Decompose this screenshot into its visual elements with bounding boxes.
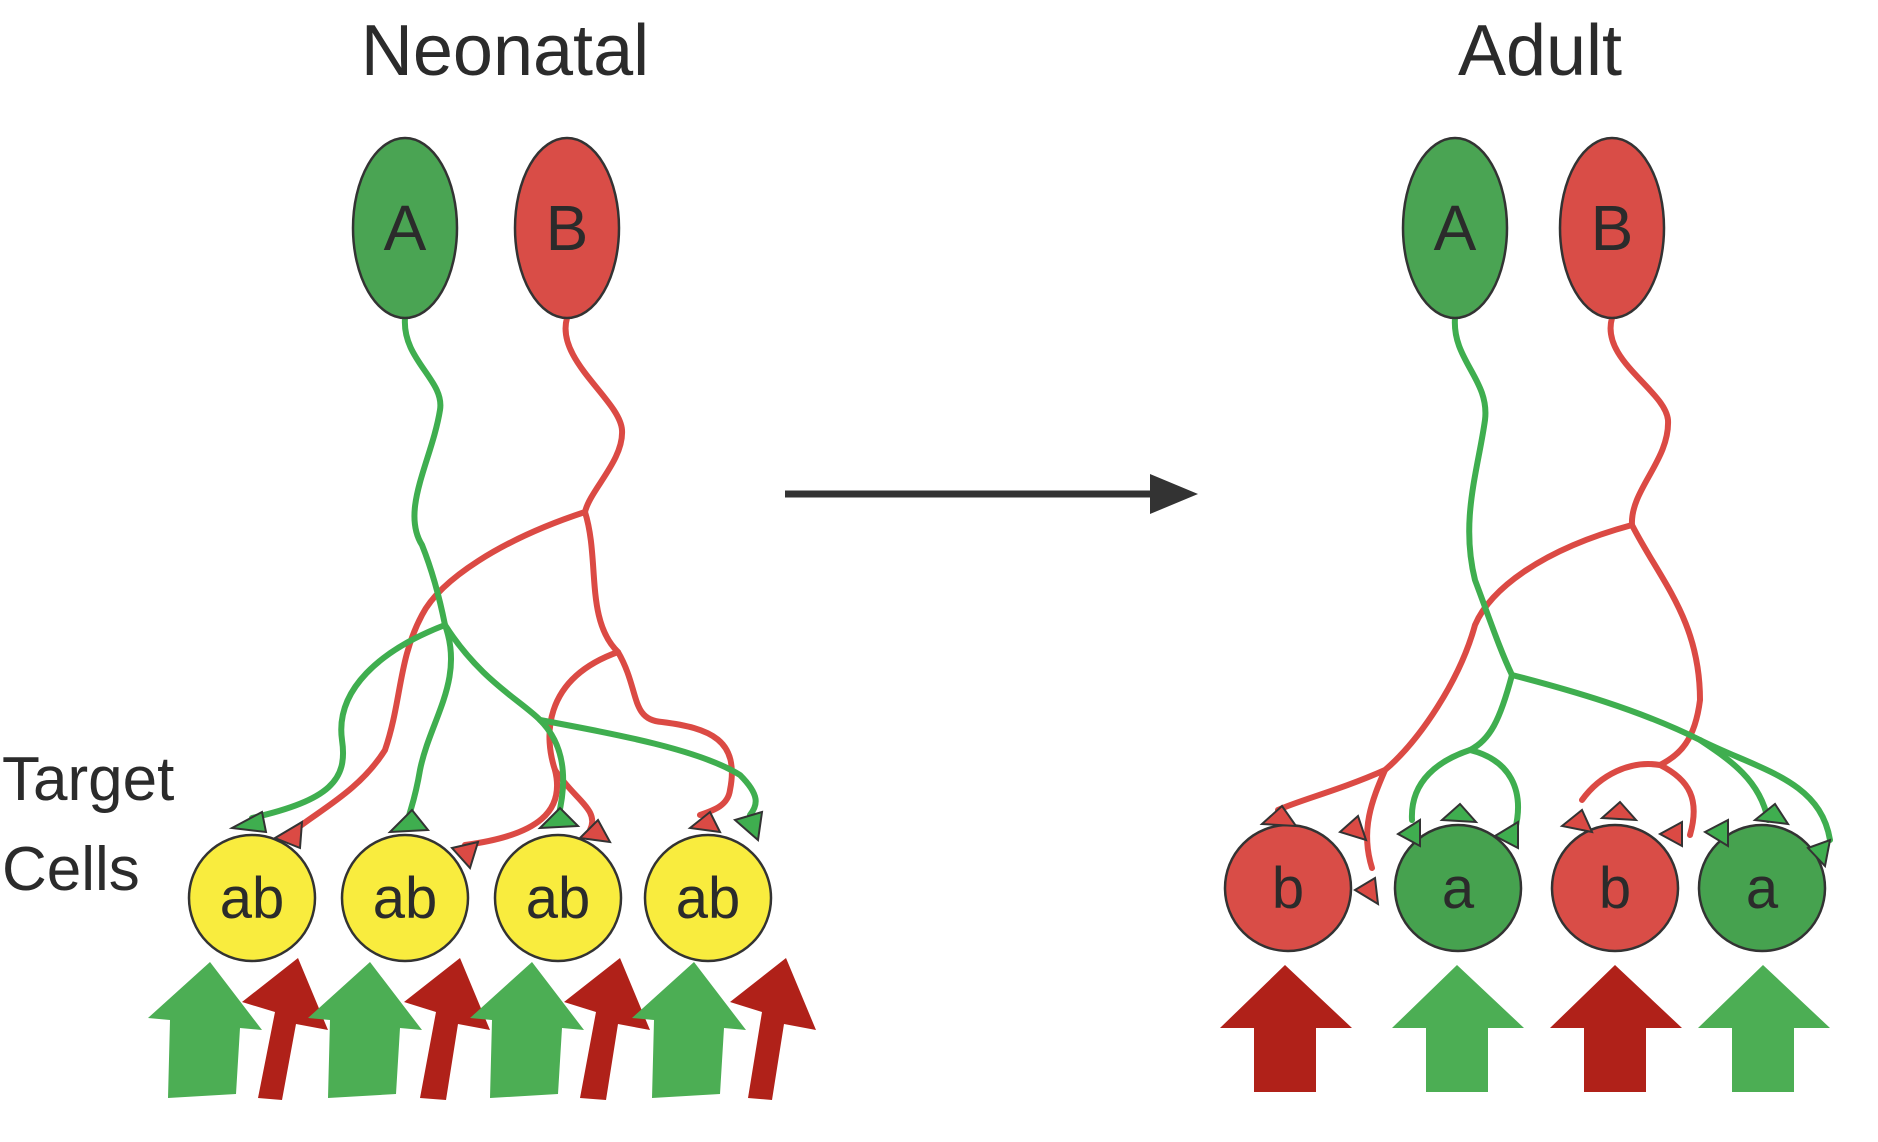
adult-title: Adult — [1458, 11, 1622, 91]
neonatal-cell-label: ab — [220, 866, 285, 931]
neonatal-red-input-arrow — [404, 958, 490, 1100]
adult-cell-label: a — [1746, 856, 1779, 921]
adult-synaptic-terminals — [1259, 800, 1832, 906]
neonatal-green-input-arrow — [148, 962, 262, 1098]
adult-red-input-arrow — [1550, 965, 1682, 1092]
neonatal-input-arrows — [148, 958, 816, 1100]
adult-green-input-arrow — [1392, 965, 1524, 1092]
neonatal-green-input-arrow — [470, 962, 584, 1098]
neonatal-red-input-arrow — [730, 958, 816, 1100]
adult-input-arrows — [1220, 965, 1830, 1092]
neonatal-target-cell: ab — [187, 833, 317, 963]
adult-target-cell: b — [1550, 823, 1680, 953]
neonatal-cell-label: ab — [373, 866, 438, 931]
neonatal-red-axons — [292, 315, 735, 848]
adult-cell-label: a — [1442, 856, 1475, 921]
adult-green-axons — [1408, 315, 1833, 843]
adult-red-input-arrow — [1220, 965, 1352, 1092]
neonatal-green-axons — [249, 315, 759, 823]
neonatal-target-cell: ab — [643, 833, 773, 963]
neonatal-green-input-arrow — [632, 962, 746, 1098]
neonatal-neuron-b: B — [513, 136, 621, 320]
transition-arrow — [785, 474, 1198, 514]
neonatal-cell-label: ab — [676, 866, 741, 931]
neonatal-target-cell: ab — [493, 833, 623, 963]
adult-target-cell: a — [1697, 823, 1827, 953]
adult-neuron-a: A — [1401, 136, 1509, 320]
adult-red-axons — [1275, 315, 1703, 871]
neonatal-synaptic-terminals — [228, 806, 764, 870]
neonatal-green-input-arrow — [308, 962, 422, 1098]
adult-cell-label: b — [1272, 856, 1304, 921]
target-cells-label-line2: Cells — [2, 835, 140, 904]
neonatal-neuron-a: A — [351, 136, 459, 320]
neonatal-title: Neonatal — [361, 11, 649, 91]
adult-neuron-b-label: B — [1591, 192, 1634, 264]
neonatal-cell-label: ab — [526, 866, 591, 931]
neonatal-neuron-a-label: A — [384, 192, 427, 264]
adult-cell-label: b — [1599, 856, 1631, 921]
adult-target-cell: a — [1393, 823, 1523, 953]
neonatal-target-cell: ab — [340, 833, 470, 963]
adult-target-cell: b — [1223, 823, 1353, 953]
neonatal-neuron-b-label: B — [546, 192, 589, 264]
neonatal-panel: A B ab ab ab ab — [148, 136, 816, 1100]
neonatal-red-input-arrow — [564, 958, 650, 1100]
adult-panel: A B b a b a — [1220, 136, 1833, 1092]
target-cells-label-line1: Target — [2, 745, 174, 814]
adult-green-input-arrow — [1698, 965, 1830, 1092]
neonatal-red-input-arrow — [242, 958, 328, 1100]
adult-neuron-a-label: A — [1434, 192, 1477, 264]
adult-neuron-b: B — [1558, 136, 1666, 320]
